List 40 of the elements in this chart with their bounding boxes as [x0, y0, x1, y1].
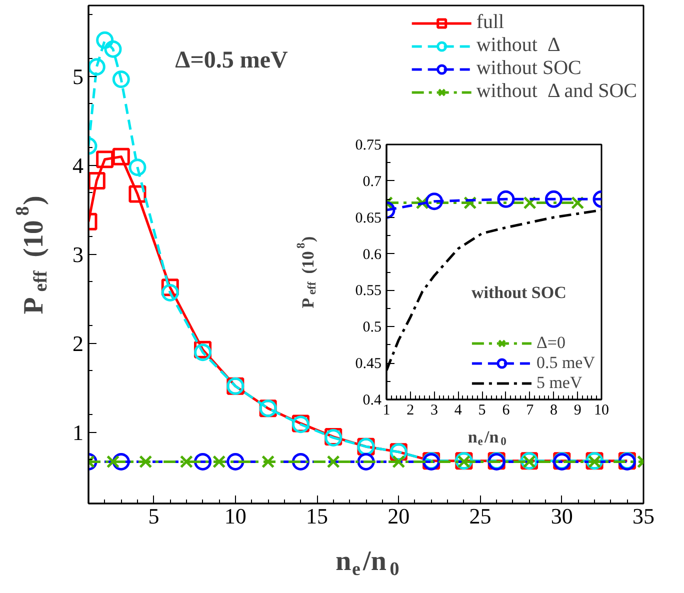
- x-tick-label: 5: [478, 402, 486, 418]
- y-tick-label: 0.65: [355, 210, 382, 226]
- legend-label: without Δ: [476, 34, 560, 57]
- y-axis-title: Peff (108): [294, 236, 319, 308]
- y-tick-label: 2: [72, 330, 84, 356]
- x-tick-label: 10: [594, 402, 609, 418]
- x-tick-label: 2: [406, 402, 414, 418]
- y-tick-label: 0.4: [362, 392, 382, 408]
- y-tick-label: 0.7: [362, 174, 382, 190]
- x-tick-label: 4: [454, 402, 462, 418]
- annotation: Δ=0.5 meV: [175, 48, 289, 74]
- x-tick-label: 30: [550, 504, 573, 528]
- x-tick-label: 8: [550, 402, 558, 418]
- y-tick-label: 1: [72, 420, 84, 445]
- y-axis-title: Peff (108): [12, 196, 52, 314]
- legend-label: without Δ and SOC: [476, 80, 637, 103]
- y-tick-label: 0.75: [355, 138, 382, 154]
- legend-label: Δ=0: [536, 333, 566, 353]
- legend-label: 0.5 meV: [536, 353, 595, 373]
- x-tick-label: 20: [388, 504, 410, 528]
- y-tick-label: 3: [72, 242, 84, 267]
- x-tick-label: 5: [148, 504, 160, 528]
- x-tick-label: 7: [526, 402, 534, 418]
- x-tick-label: 9: [574, 402, 582, 418]
- x-tick-label: 35: [632, 504, 654, 528]
- legend-label: 5 meV: [536, 373, 582, 393]
- y-tick-label: 0.6: [362, 246, 382, 263]
- x-tick-label: 3: [430, 402, 438, 418]
- y-tick-label: 5: [72, 64, 84, 90]
- legend-label: without SOC: [476, 57, 582, 80]
- y-tick-label: 4: [72, 153, 84, 178]
- y-tick-label: 0.5: [362, 320, 382, 336]
- x-tick-label: 15: [306, 504, 328, 528]
- y-tick-label: 0.45: [355, 356, 382, 372]
- legend-label: full: [476, 11, 504, 34]
- x-tick-label: 25: [469, 504, 492, 528]
- x-tick-label: 6: [502, 402, 510, 418]
- x-tick-label: 10: [224, 504, 246, 528]
- legend-title: without SOC: [471, 283, 568, 303]
- y-tick-label: 0.55: [355, 283, 382, 300]
